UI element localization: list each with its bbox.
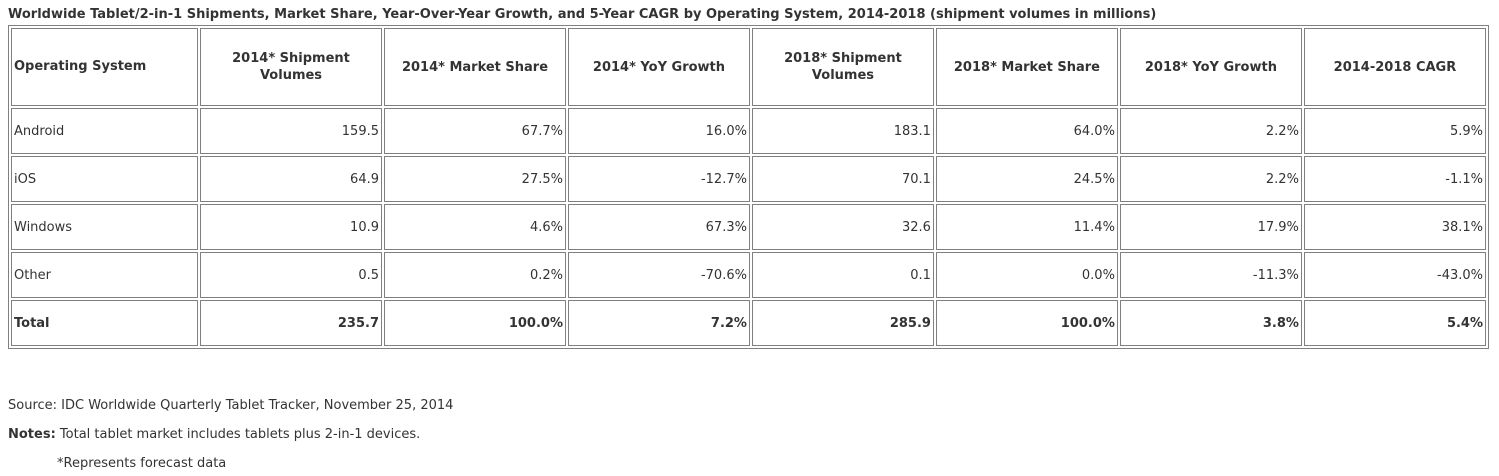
cell-2018-share: 64.0% — [935, 108, 1118, 154]
cell-2014-growth: -70.6% — [567, 252, 750, 298]
cell-2018-volume: 0.1 — [751, 252, 934, 298]
cell-2018-growth: -11.3% — [1119, 252, 1302, 298]
cell-os: Other — [11, 252, 199, 298]
cell-2014-volume: 10.9 — [200, 204, 382, 250]
cell-cagr: -43.0% — [1303, 252, 1486, 298]
cell-2014-share: 4.6% — [384, 204, 566, 250]
cell-os: Android — [11, 108, 199, 154]
table-row-other: Other 0.5 0.2% -70.6% 0.1 0.0% -11.3% -4… — [11, 252, 1486, 298]
cell-2018-volume: 183.1 — [751, 108, 934, 154]
notes-line: Notes: Total tablet market includes tabl… — [8, 427, 420, 442]
notes-text: Total tablet market includes tablets plu… — [55, 427, 421, 442]
header-2014-shipment-volumes: 2014* Shipment Volumes — [200, 28, 382, 106]
cell-2018-volume: 285.9 — [751, 300, 934, 346]
cell-2018-volume: 32.6 — [751, 204, 934, 250]
header-2018-market-share: 2018* Market Share — [935, 28, 1118, 106]
cell-os: iOS — [11, 156, 199, 202]
cell-cagr: 5.9% — [1303, 108, 1486, 154]
cell-2014-share: 27.5% — [384, 156, 566, 202]
cell-2014-growth: -12.7% — [567, 156, 750, 202]
cell-2014-share: 100.0% — [384, 300, 566, 346]
table-row-android: Android 159.5 67.7% 16.0% 183.1 64.0% 2.… — [11, 108, 1486, 154]
header-2018-yoy-growth: 2018* YoY Growth — [1119, 28, 1302, 106]
cell-2018-growth: 17.9% — [1119, 204, 1302, 250]
table-row-windows: Windows 10.9 4.6% 67.3% 32.6 11.4% 17.9%… — [11, 204, 1486, 250]
table-title: Worldwide Tablet/2-in-1 Shipments, Marke… — [8, 7, 1157, 22]
source-note: Source: IDC Worldwide Quarterly Tablet T… — [8, 398, 454, 413]
cell-cagr: 5.4% — [1303, 300, 1486, 346]
cell-2018-share: 0.0% — [935, 252, 1118, 298]
cell-2014-volume: 0.5 — [200, 252, 382, 298]
header-2014-yoy-growth: 2014* YoY Growth — [567, 28, 750, 106]
cell-2014-growth: 7.2% — [567, 300, 750, 346]
cell-2018-share: 11.4% — [935, 204, 1118, 250]
header-cagr: 2014-2018 CAGR — [1303, 28, 1486, 106]
shipments-table: Operating System 2014* Shipment Volumes … — [8, 25, 1489, 349]
cell-2018-growth: 2.2% — [1119, 108, 1302, 154]
cell-2018-share: 24.5% — [935, 156, 1118, 202]
cell-2018-share: 100.0% — [935, 300, 1118, 346]
header-row: Operating System 2014* Shipment Volumes … — [11, 28, 1486, 106]
cell-cagr: -1.1% — [1303, 156, 1486, 202]
cell-2014-volume: 64.9 — [200, 156, 382, 202]
cell-2018-volume: 70.1 — [751, 156, 934, 202]
cell-2014-share: 0.2% — [384, 252, 566, 298]
header-operating-system: Operating System — [11, 28, 199, 106]
header-2014-market-share: 2014* Market Share — [384, 28, 566, 106]
cell-2014-volume: 235.7 — [200, 300, 382, 346]
cell-2018-growth: 3.8% — [1119, 300, 1302, 346]
cell-os: Total — [11, 300, 199, 346]
cell-2014-share: 67.7% — [384, 108, 566, 154]
cell-2018-growth: 2.2% — [1119, 156, 1302, 202]
cell-2014-growth: 67.3% — [567, 204, 750, 250]
cell-cagr: 38.1% — [1303, 204, 1486, 250]
cell-2014-growth: 16.0% — [567, 108, 750, 154]
table-row-total: Total 235.7 100.0% 7.2% 285.9 100.0% 3.8… — [11, 300, 1486, 346]
notes-label: Notes: — [8, 427, 56, 442]
header-2018-shipment-volumes: 2018* Shipment Volumes — [751, 28, 934, 106]
cell-os: Windows — [11, 204, 199, 250]
cell-2014-volume: 159.5 — [200, 108, 382, 154]
forecast-note: *Represents forecast data — [57, 456, 227, 471]
table-row-ios: iOS 64.9 27.5% -12.7% 70.1 24.5% 2.2% -1… — [11, 156, 1486, 202]
